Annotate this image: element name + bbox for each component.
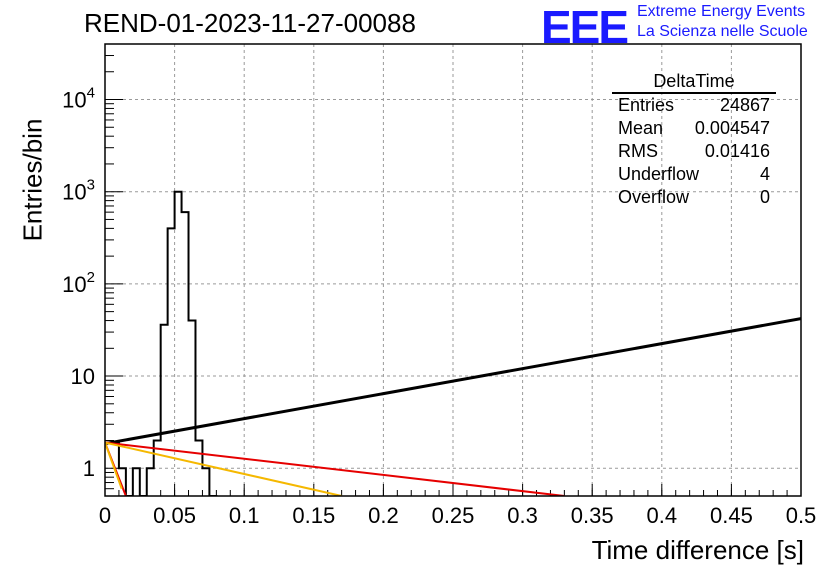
stats-row-entries: Entries 24867 bbox=[612, 94, 776, 117]
stats-box: DeltaTime Entries 24867 Mean 0.004547 RM… bbox=[612, 70, 776, 209]
stats-label: RMS bbox=[618, 141, 658, 161]
stats-row-overflow: Overflow 0 bbox=[612, 186, 776, 209]
x-tick-label: 0.35 bbox=[571, 503, 614, 528]
x-tick-label: 0.05 bbox=[153, 503, 196, 528]
logo-line-1: Extreme Energy Events bbox=[637, 3, 806, 20]
series-line bbox=[105, 441, 565, 496]
x-tick-label: 0.15 bbox=[292, 503, 335, 528]
x-axis-label: Time difference [s] bbox=[591, 535, 804, 565]
y-tick-label: 103 bbox=[62, 177, 95, 205]
plot-frame bbox=[104, 43, 802, 497]
eee-logo: EEE bbox=[541, 1, 629, 53]
x-tick-label: 0.2 bbox=[368, 503, 399, 528]
x-tick-label: 0.5 bbox=[786, 503, 817, 528]
stats-value: 0.01416 bbox=[704, 141, 770, 161]
plot-title: REND-01-2023-11-27-00088 bbox=[84, 8, 416, 38]
y-tick-label: 102 bbox=[62, 269, 95, 297]
stats-row-mean: Mean 0.004547 bbox=[612, 117, 776, 140]
plot-area bbox=[105, 190, 801, 496]
stats-value: 24867 bbox=[719, 95, 770, 115]
stats-value: 0 bbox=[759, 187, 770, 207]
x-tick-label: 0.45 bbox=[710, 503, 753, 528]
series-line bbox=[105, 317, 801, 446]
x-tick-label: 0 bbox=[99, 503, 111, 528]
stats-row-underflow: Underflow 4 bbox=[612, 163, 776, 186]
x-tick-label: 0.3 bbox=[507, 503, 538, 528]
stats-label: Overflow bbox=[618, 187, 690, 207]
stats-value: 4 bbox=[759, 164, 770, 184]
logo-line-2: La Scienza nelle Scuole bbox=[637, 23, 808, 40]
x-tick-label: 0.4 bbox=[647, 503, 678, 528]
stats-label: Underflow bbox=[618, 164, 700, 184]
stats-label: Entries bbox=[618, 95, 675, 115]
histogram-step bbox=[105, 190, 218, 496]
y-tick-label: 1 bbox=[83, 456, 95, 481]
x-tick-label: 0.25 bbox=[432, 503, 475, 528]
stats-value: 0.004547 bbox=[694, 118, 770, 138]
stats-row-rms: RMS 0.01416 bbox=[612, 140, 776, 163]
series-line bbox=[105, 442, 123, 490]
y-tick-label: 104 bbox=[62, 85, 95, 113]
stats-title: DeltaTime bbox=[612, 70, 776, 94]
stats-label: Mean bbox=[618, 118, 664, 138]
series-line bbox=[105, 441, 342, 496]
y-axis-label: Entries/bin bbox=[17, 118, 48, 242]
x-tick-label: 0.1 bbox=[229, 503, 260, 528]
y-tick-label: 10 bbox=[71, 364, 95, 389]
